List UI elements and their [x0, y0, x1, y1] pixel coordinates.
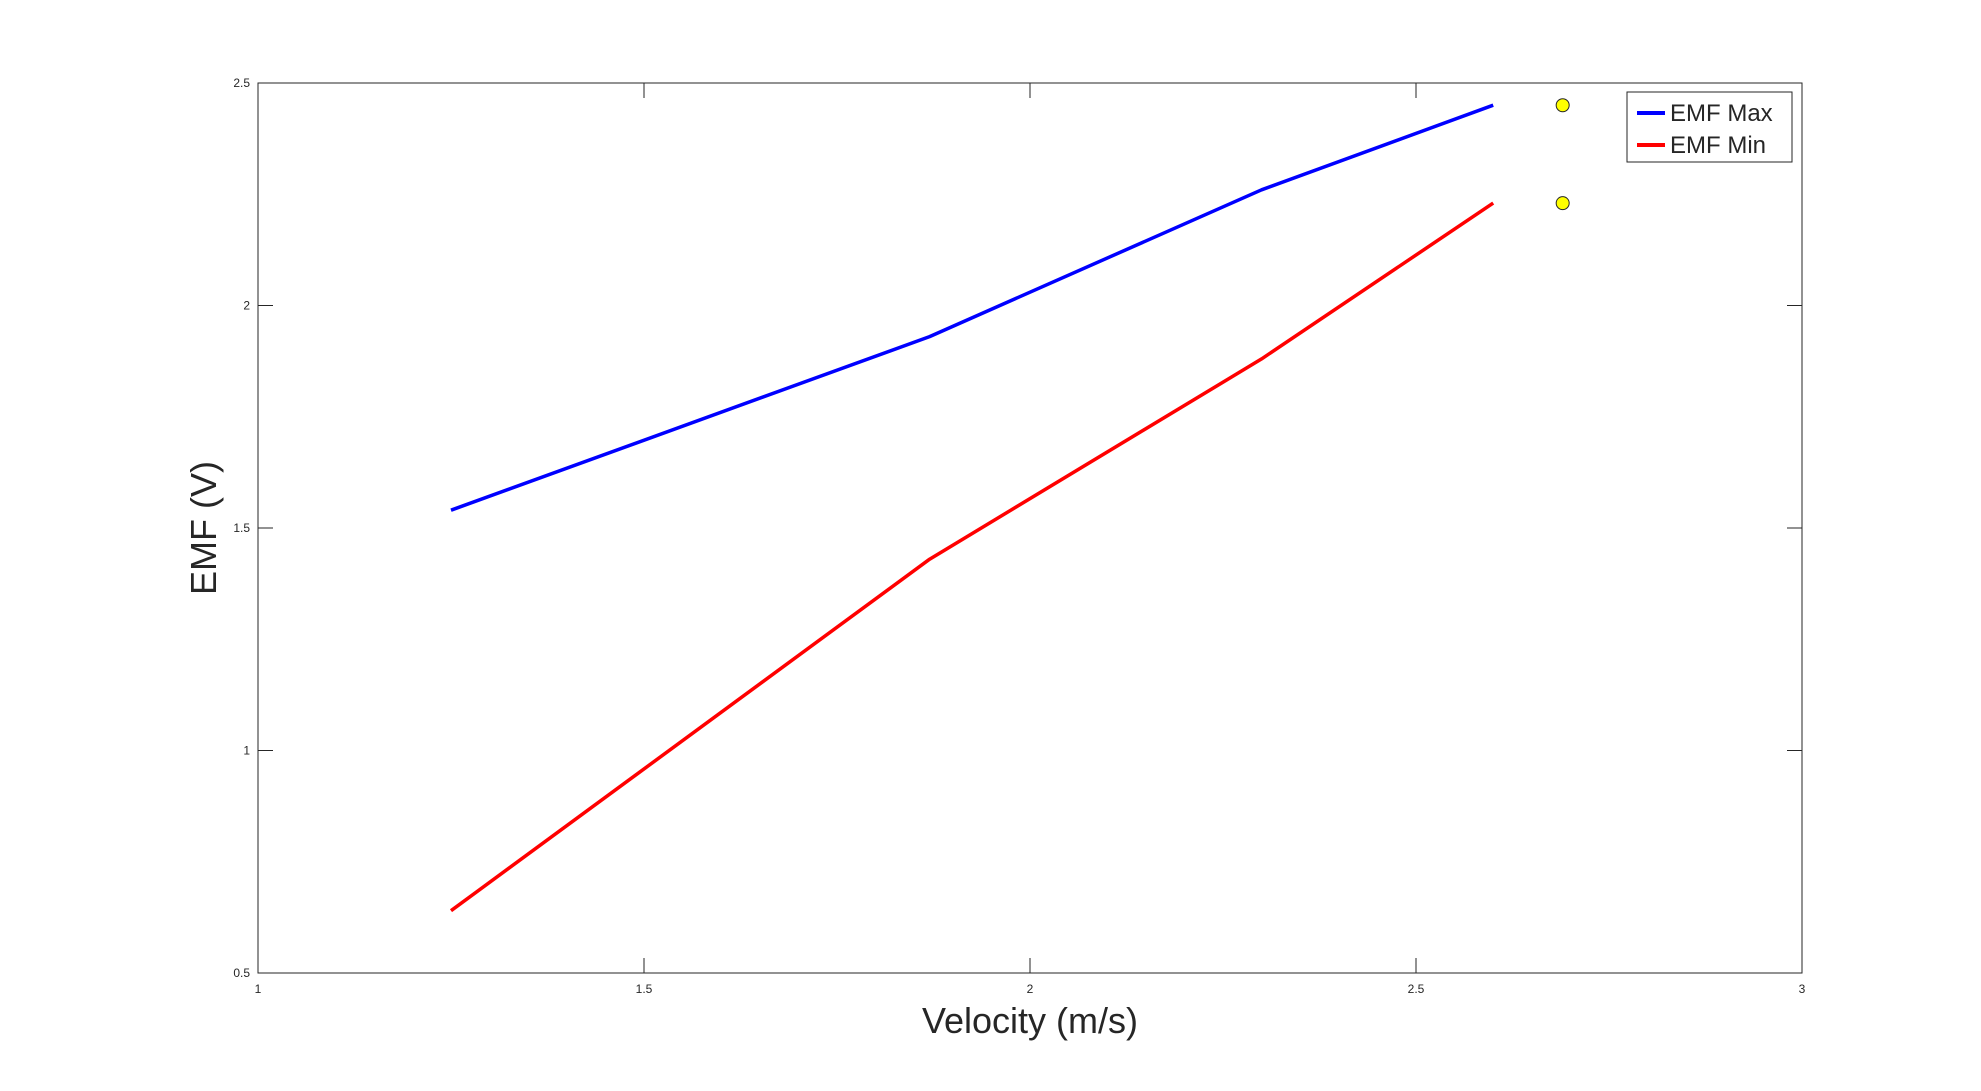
legend-box [1626, 91, 1793, 163]
data-marker [1555, 196, 1570, 211]
x-tick-label: 1 [255, 982, 262, 996]
series-layer [449, 103, 1495, 913]
y-tick-label: 2 [243, 299, 250, 313]
x-tick-label: 2.5 [1408, 982, 1425, 996]
y-axis-ticks: 0.5 1 1.5 2 2.5 [233, 76, 1802, 980]
legend-label-emf-min: EMF Min [1670, 132, 1766, 159]
y-tick-label: 1.5 [233, 521, 250, 535]
x-tick-label: 2 [1027, 982, 1034, 996]
series-line-emf-max [450, 103, 1494, 512]
series-line-emf-min [449, 201, 1495, 913]
plot-area [257, 82, 1803, 974]
marker-layer [1555, 98, 1570, 211]
legend-label-emf-max: EMF Max [1670, 100, 1773, 127]
y-axis-title: EMF (V) [183, 461, 224, 595]
y-tick-label: 2.5 [233, 76, 250, 90]
y-tick-label: 0.5 [233, 966, 250, 980]
x-tick-label: 1.5 [636, 982, 653, 996]
y-tick-label: 1 [243, 744, 250, 758]
x-axis-title: Velocity (m/s) [922, 1000, 1138, 1041]
legend: EMF Max EMF Min [1626, 91, 1793, 163]
x-tick-label: 3 [1799, 982, 1806, 996]
x-axis-ticks: 1 1.5 2 2.5 3 [255, 83, 1806, 996]
data-marker [1555, 98, 1570, 113]
